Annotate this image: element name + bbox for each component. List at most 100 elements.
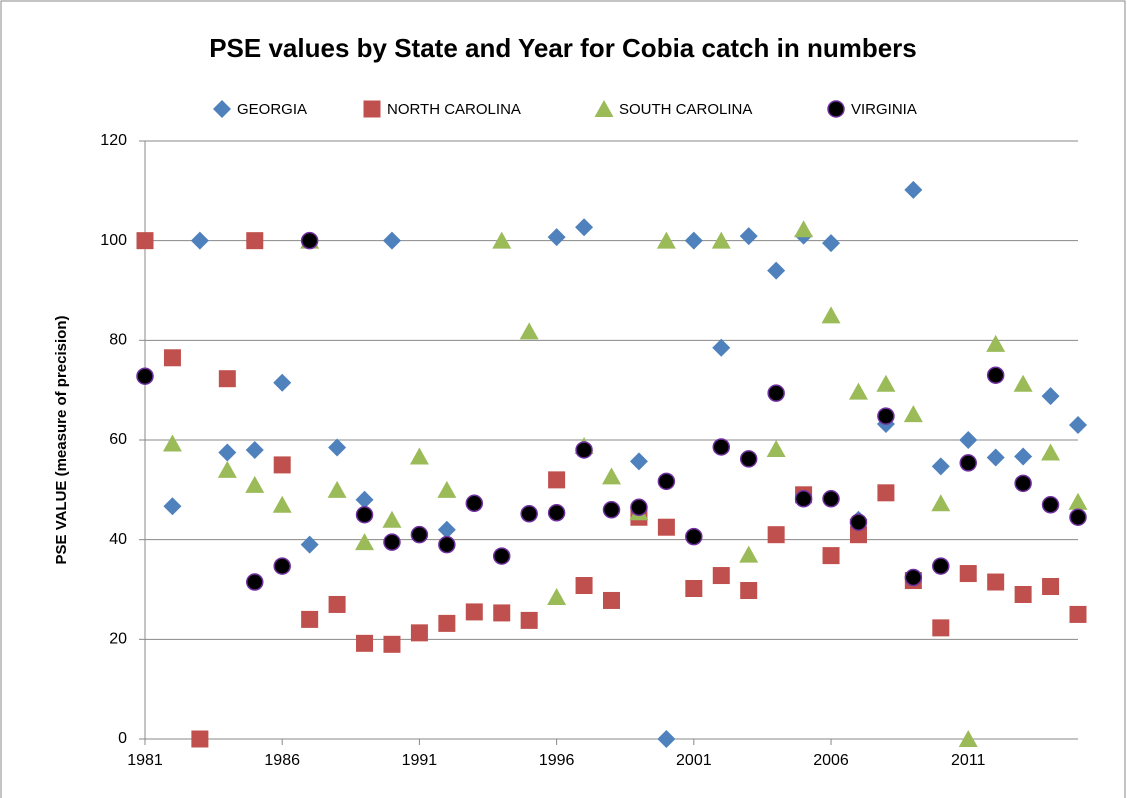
- point: [629, 452, 648, 471]
- point: [1041, 443, 1061, 461]
- point: [437, 480, 457, 498]
- point: [794, 220, 814, 238]
- point: [328, 438, 347, 457]
- point: [410, 525, 429, 544]
- point: [849, 526, 867, 544]
- point: [547, 587, 567, 605]
- point: [603, 591, 620, 609]
- point: [300, 231, 319, 250]
- point: [356, 634, 374, 652]
- point: [245, 440, 264, 459]
- x-tick-label: 2011: [951, 752, 986, 769]
- point: [575, 218, 594, 237]
- point: [327, 480, 347, 498]
- point: [958, 730, 978, 747]
- legend-marker: [363, 100, 381, 118]
- point: [438, 535, 456, 554]
- point: [272, 495, 292, 513]
- point: [848, 382, 868, 400]
- point: [547, 228, 566, 247]
- point: [711, 231, 731, 249]
- point: [740, 581, 758, 599]
- point: [437, 520, 456, 539]
- x-tick-label: 1991: [402, 752, 438, 769]
- point: [438, 614, 456, 632]
- point: [520, 505, 538, 523]
- point: [684, 231, 703, 250]
- legend-marker: [594, 100, 614, 117]
- point: [465, 494, 484, 513]
- point: [273, 456, 291, 474]
- point: [739, 227, 758, 246]
- point: [163, 349, 181, 367]
- point: [1042, 578, 1060, 596]
- point: [849, 513, 868, 531]
- point: [548, 471, 566, 489]
- point: [162, 434, 182, 452]
- legend-label: GEORGIA: [237, 101, 307, 118]
- y-axis-label: PSE VALUE (measure of precision): [53, 316, 70, 565]
- legend-marker: [827, 100, 845, 118]
- point: [904, 180, 923, 199]
- point: [190, 231, 209, 250]
- point: [136, 367, 154, 385]
- y-tick-label: 100: [100, 232, 127, 249]
- point: [493, 604, 511, 622]
- point: [739, 545, 759, 563]
- point: [712, 338, 731, 357]
- point: [657, 518, 675, 536]
- point: [575, 441, 593, 459]
- point: [245, 475, 265, 493]
- point: [328, 595, 346, 613]
- point: [1014, 474, 1032, 493]
- point: [409, 447, 429, 465]
- point: [986, 448, 1005, 467]
- point: [767, 526, 785, 544]
- point: [959, 431, 978, 449]
- point: [246, 573, 264, 591]
- point: [904, 568, 923, 587]
- x-tick-label: 2006: [813, 752, 849, 769]
- point: [383, 635, 401, 653]
- point: [656, 231, 676, 249]
- point: [1069, 605, 1087, 623]
- point: [136, 232, 154, 250]
- point: [766, 439, 786, 457]
- point: [547, 504, 566, 522]
- legend-marker: [213, 100, 231, 118]
- point: [520, 611, 538, 629]
- point: [1041, 496, 1060, 514]
- point: [821, 306, 841, 324]
- point: [383, 533, 401, 551]
- point: [1068, 492, 1088, 510]
- point: [246, 232, 264, 250]
- point: [382, 510, 402, 528]
- y-tick-label: 20: [109, 631, 127, 648]
- point: [1013, 374, 1033, 392]
- y-tick-label: 40: [109, 531, 127, 548]
- point: [492, 547, 511, 565]
- point: [932, 619, 950, 637]
- point: [301, 610, 319, 628]
- point: [822, 490, 840, 508]
- point: [767, 384, 785, 402]
- point: [903, 405, 923, 423]
- point: [410, 624, 428, 642]
- point: [876, 374, 896, 392]
- point: [685, 580, 703, 598]
- point: [1069, 508, 1087, 526]
- point: [465, 603, 483, 621]
- point: [602, 501, 621, 519]
- point: [1014, 585, 1032, 603]
- point: [300, 535, 319, 554]
- point: [931, 457, 950, 476]
- point: [602, 467, 621, 485]
- point: [218, 443, 237, 462]
- legend-label: NORTH CAROLINA: [387, 101, 521, 118]
- point: [355, 506, 374, 524]
- point: [822, 234, 841, 253]
- point: [1041, 387, 1060, 406]
- legend-label: SOUTH CAROLINA: [619, 101, 752, 118]
